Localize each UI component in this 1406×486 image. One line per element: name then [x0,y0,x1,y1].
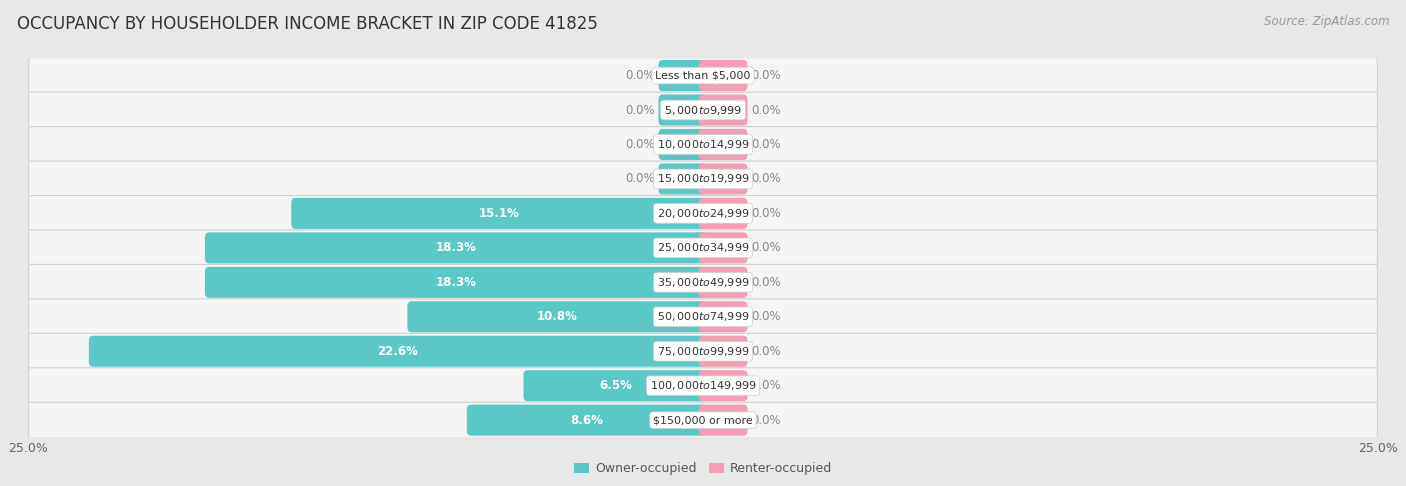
FancyBboxPatch shape [28,92,1378,128]
Text: OCCUPANCY BY HOUSEHOLDER INCOME BRACKET IN ZIP CODE 41825: OCCUPANCY BY HOUSEHOLDER INCOME BRACKET … [17,15,598,33]
Text: $50,000 to $74,999: $50,000 to $74,999 [657,310,749,323]
FancyBboxPatch shape [699,94,748,125]
Text: 8.6%: 8.6% [571,414,603,427]
Text: 6.5%: 6.5% [599,379,631,392]
FancyBboxPatch shape [699,163,748,194]
Text: 0.0%: 0.0% [752,276,782,289]
FancyBboxPatch shape [28,195,1378,231]
FancyBboxPatch shape [28,368,1378,404]
FancyBboxPatch shape [28,161,1378,197]
Text: 22.6%: 22.6% [378,345,419,358]
FancyBboxPatch shape [658,94,707,125]
Text: 0.0%: 0.0% [752,310,782,323]
Text: 15.1%: 15.1% [479,207,520,220]
FancyBboxPatch shape [523,370,707,401]
Text: $35,000 to $49,999: $35,000 to $49,999 [657,276,749,289]
FancyBboxPatch shape [205,232,707,263]
FancyBboxPatch shape [89,336,707,367]
Text: $10,000 to $14,999: $10,000 to $14,999 [657,138,749,151]
FancyBboxPatch shape [291,198,707,229]
Text: 0.0%: 0.0% [752,414,782,427]
Text: 0.0%: 0.0% [624,104,654,117]
FancyBboxPatch shape [699,405,748,435]
FancyBboxPatch shape [699,60,748,91]
FancyBboxPatch shape [28,264,1378,300]
Text: 0.0%: 0.0% [752,207,782,220]
FancyBboxPatch shape [699,198,748,229]
FancyBboxPatch shape [28,58,1378,93]
FancyBboxPatch shape [467,405,707,435]
FancyBboxPatch shape [28,333,1378,369]
Text: 0.0%: 0.0% [624,173,654,186]
FancyBboxPatch shape [699,232,748,263]
Text: 0.0%: 0.0% [752,345,782,358]
Text: $20,000 to $24,999: $20,000 to $24,999 [657,207,749,220]
FancyBboxPatch shape [205,267,707,298]
FancyBboxPatch shape [28,402,1378,438]
Text: 0.0%: 0.0% [624,138,654,151]
Text: 0.0%: 0.0% [752,138,782,151]
FancyBboxPatch shape [699,301,748,332]
Text: 0.0%: 0.0% [752,242,782,254]
FancyBboxPatch shape [408,301,707,332]
Text: 18.3%: 18.3% [436,242,477,254]
FancyBboxPatch shape [28,230,1378,266]
FancyBboxPatch shape [28,126,1378,162]
Legend: Owner-occupied, Renter-occupied: Owner-occupied, Renter-occupied [568,457,838,481]
FancyBboxPatch shape [28,299,1378,335]
FancyBboxPatch shape [699,370,748,401]
Text: $15,000 to $19,999: $15,000 to $19,999 [657,173,749,186]
FancyBboxPatch shape [658,129,707,160]
Text: $5,000 to $9,999: $5,000 to $9,999 [664,104,742,117]
Text: 10.8%: 10.8% [537,310,578,323]
Text: 0.0%: 0.0% [624,69,654,82]
Text: 0.0%: 0.0% [752,104,782,117]
FancyBboxPatch shape [658,163,707,194]
Text: 0.0%: 0.0% [752,379,782,392]
Text: Source: ZipAtlas.com: Source: ZipAtlas.com [1264,15,1389,28]
FancyBboxPatch shape [658,60,707,91]
FancyBboxPatch shape [699,267,748,298]
Text: 18.3%: 18.3% [436,276,477,289]
Text: $25,000 to $34,999: $25,000 to $34,999 [657,242,749,254]
Text: 0.0%: 0.0% [752,69,782,82]
Text: $100,000 to $149,999: $100,000 to $149,999 [650,379,756,392]
Text: $150,000 or more: $150,000 or more [654,415,752,425]
Text: Less than $5,000: Less than $5,000 [655,70,751,81]
Text: $75,000 to $99,999: $75,000 to $99,999 [657,345,749,358]
FancyBboxPatch shape [699,336,748,367]
FancyBboxPatch shape [699,129,748,160]
Text: 0.0%: 0.0% [752,173,782,186]
